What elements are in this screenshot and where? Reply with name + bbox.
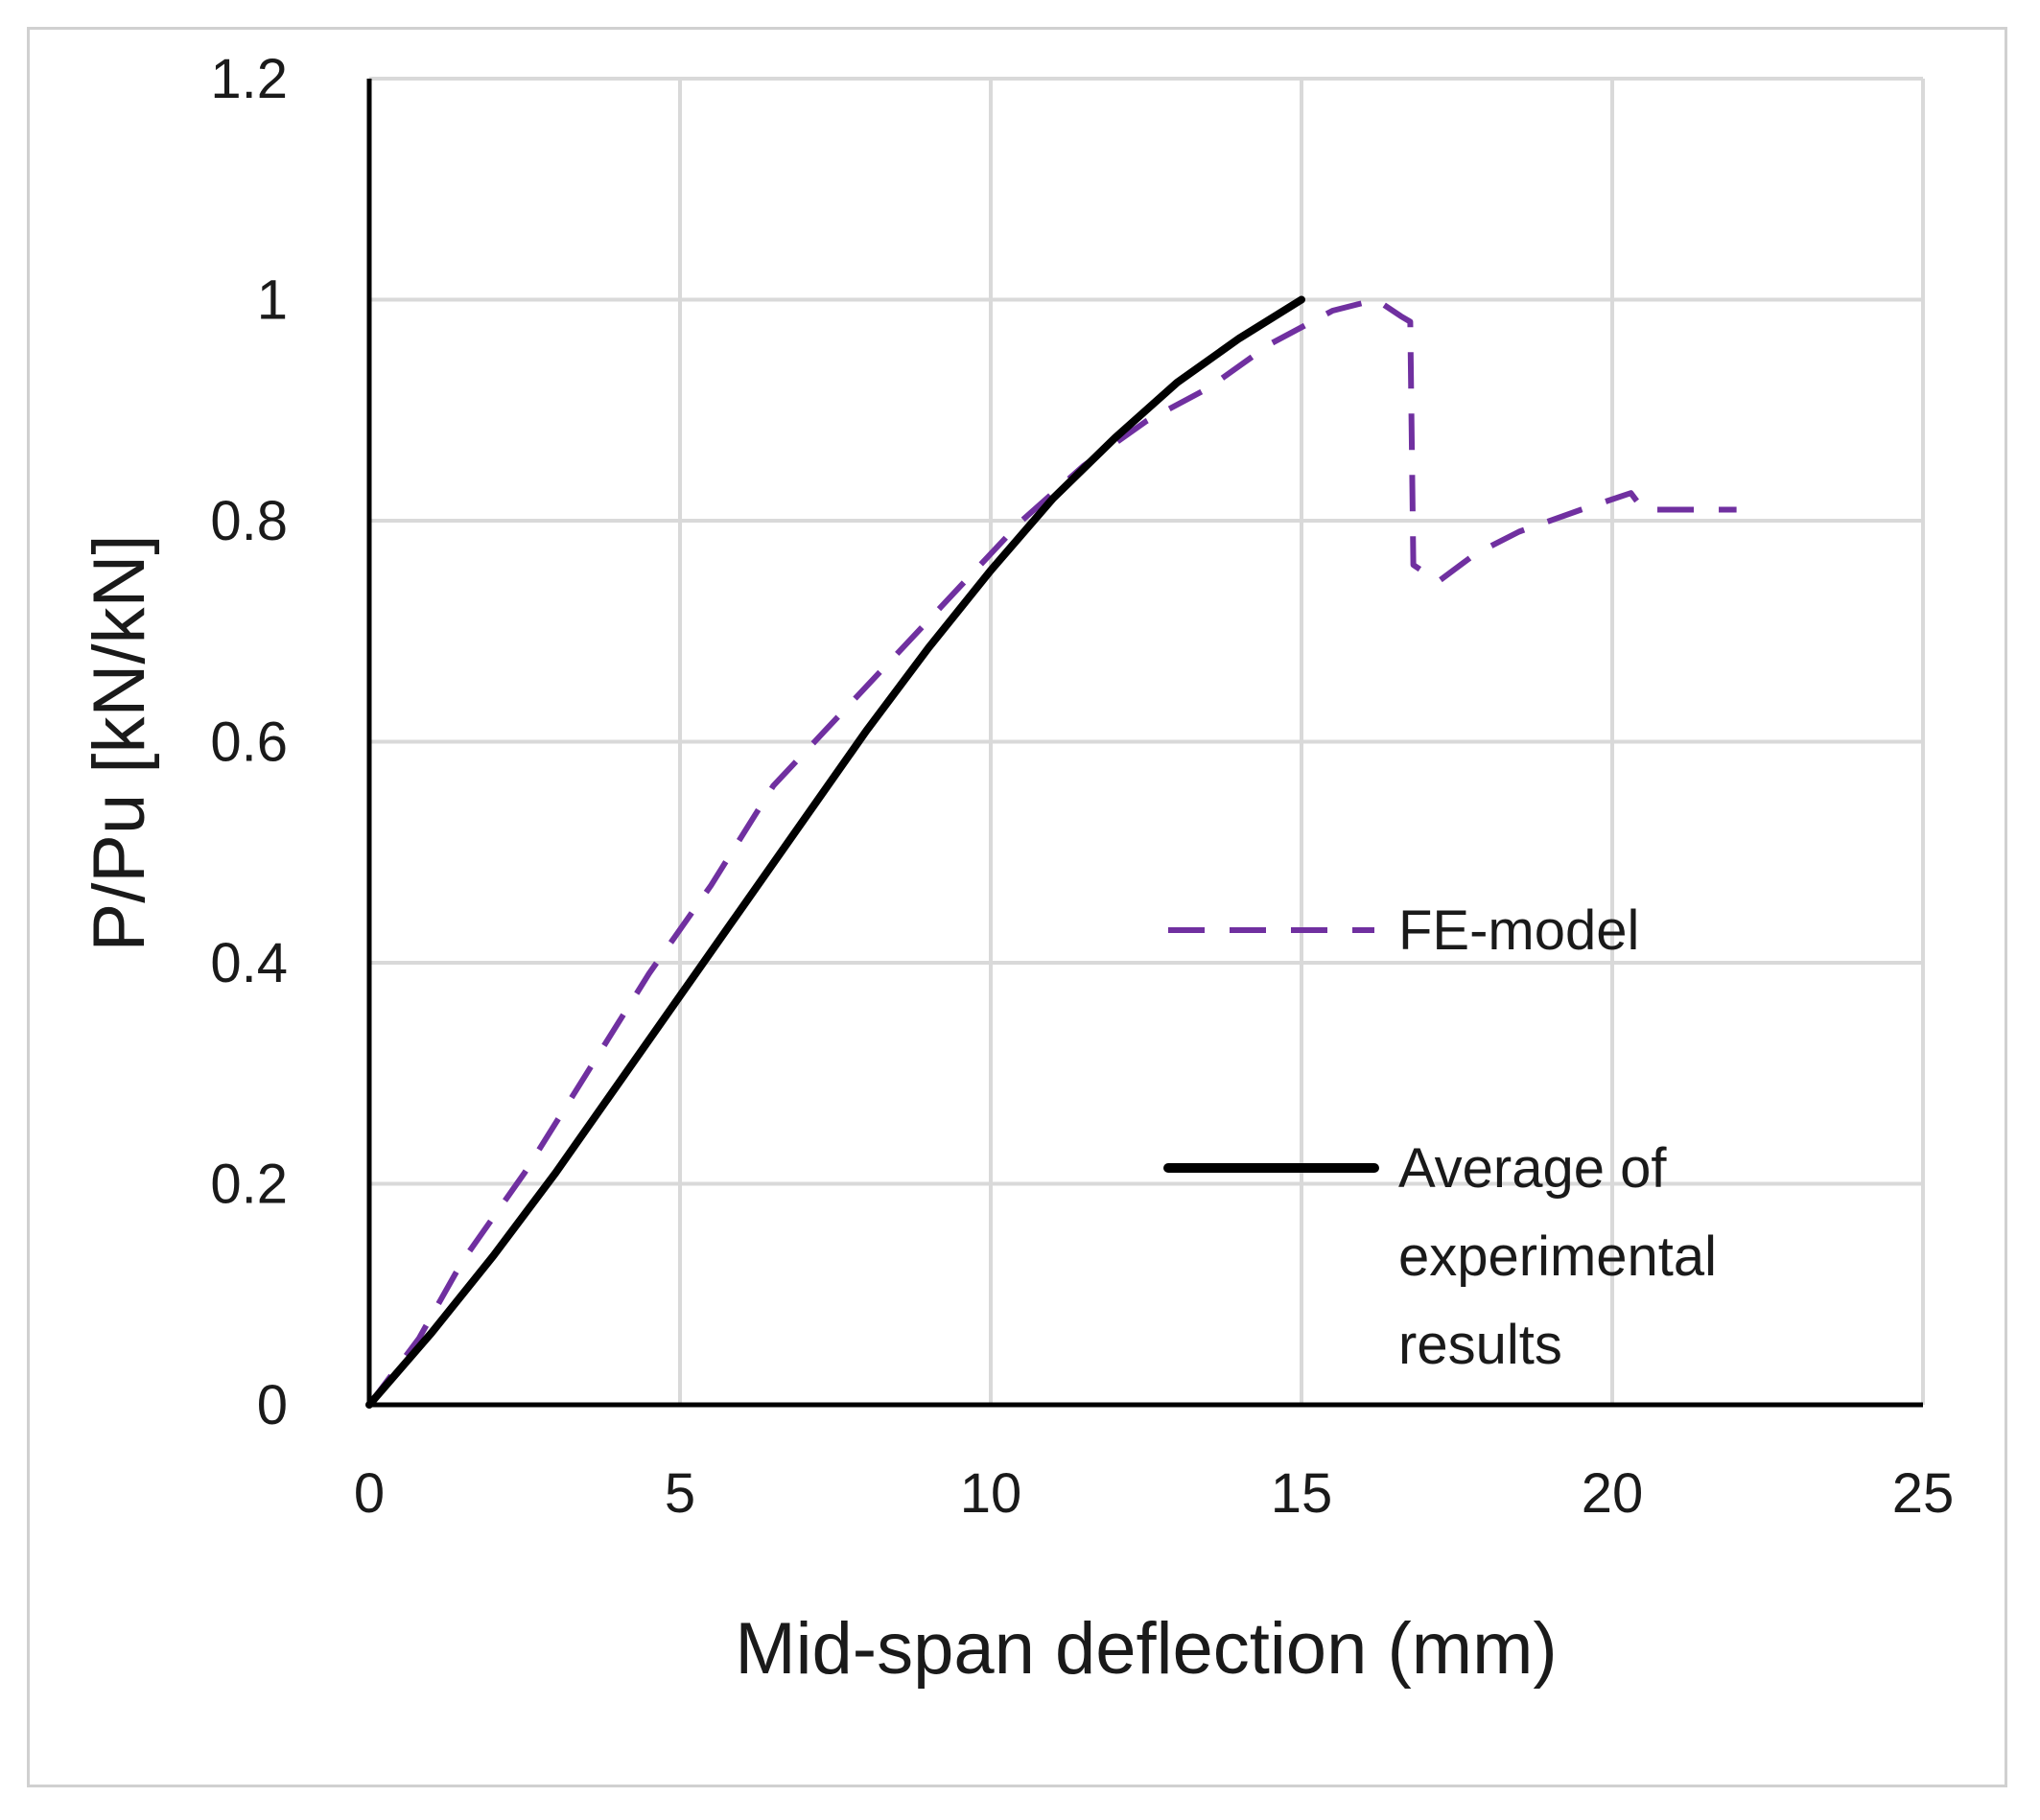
x-tick-label: 10 xyxy=(960,1462,1022,1525)
y-tick-label: 0.8 xyxy=(210,490,288,552)
legend: FE-model Average of experimental results xyxy=(1163,899,1717,1376)
y-tick-label: 1 xyxy=(257,269,288,332)
x-tick-label: 25 xyxy=(1892,1462,1955,1525)
legend-label: results xyxy=(1398,1314,1562,1376)
x-tick-label: 20 xyxy=(1582,1462,1644,1525)
y-tick-label: 0.6 xyxy=(210,712,288,774)
legend-label: FE-model xyxy=(1398,899,1639,962)
grid xyxy=(369,77,1925,1405)
x-tick-label: 15 xyxy=(1271,1462,1333,1525)
x-tick-label: 0 xyxy=(354,1462,385,1525)
x-tick-label: 5 xyxy=(665,1462,695,1525)
chart-frame xyxy=(27,27,2007,1787)
series xyxy=(365,295,1737,1409)
y-tick-label: 1.2 xyxy=(210,48,288,110)
axes xyxy=(366,79,1923,1408)
y-axis-title: P/Pu [kN/kN] xyxy=(79,535,160,952)
y-tick-label: 0 xyxy=(257,1374,288,1436)
series-line-experimental xyxy=(365,295,1305,1409)
y-tick-label: 0.2 xyxy=(210,1154,288,1216)
tick-labels: 0 0.2 0.4 0.6 0.8 1 1.2 0 5 10 15 20 25 xyxy=(210,48,1954,1525)
y-tick-label: 0.4 xyxy=(210,932,288,994)
x-axis-title: Mid-span deflection (mm) xyxy=(735,1608,1557,1690)
legend-label: experimental xyxy=(1398,1225,1717,1288)
legend-label: Average of xyxy=(1398,1137,1667,1200)
